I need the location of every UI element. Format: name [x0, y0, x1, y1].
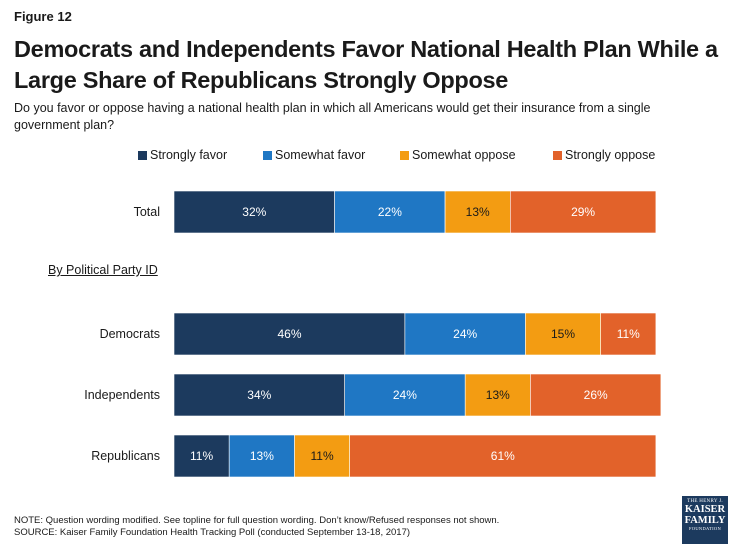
data-label: 32% — [242, 205, 266, 219]
category-label: Republicans — [91, 449, 160, 463]
bar-segment — [173, 190, 335, 234]
data-label: 13% — [466, 205, 490, 219]
data-label: 11% — [617, 327, 640, 341]
kff-logo: THE HENRY J. KAISER FAMILY FOUNDATION — [682, 496, 728, 544]
data-label: 13% — [486, 388, 510, 402]
category-label: Independents — [84, 388, 160, 402]
data-label: 15% — [551, 327, 575, 341]
legend-label: Somewhat oppose — [412, 148, 516, 162]
legend-item-somewhat-favor: Somewhat favor — [263, 148, 365, 162]
data-label: 34% — [247, 388, 271, 402]
bar-segment — [173, 434, 230, 478]
logo-line2b: FAMILY — [684, 515, 726, 526]
bar-segment — [404, 312, 526, 356]
legend-label: Strongly favor — [150, 148, 228, 162]
source-text: SOURCE: Kaiser Family Foundation Health … — [14, 527, 411, 538]
bar-segment — [228, 434, 295, 478]
logo-line2a: KAISER — [684, 504, 726, 515]
note-text: NOTE: Question wording modified. See top… — [14, 515, 500, 526]
data-label: 29% — [571, 205, 595, 219]
legend-label: Somewhat favor — [275, 148, 366, 162]
data-label: 11% — [190, 449, 213, 463]
chart-subtitle: Do you favor or oppose having a national… — [14, 101, 651, 132]
bar-segment — [173, 312, 406, 356]
data-label: 46% — [277, 327, 301, 341]
logo-line3: FOUNDATION — [689, 526, 721, 531]
data-label: 11% — [311, 449, 334, 463]
data-label: 26% — [584, 388, 608, 402]
legend-swatch — [263, 150, 272, 160]
legend-swatch — [138, 150, 147, 160]
legend-label: Strongly oppose — [565, 148, 656, 162]
bar-segment — [349, 434, 657, 478]
data-label: 13% — [250, 449, 274, 463]
bar-segment — [509, 190, 657, 234]
category-label: Total — [134, 205, 160, 219]
logo-line1: THE HENRY J. — [687, 499, 723, 504]
figure-label: Figure 12 — [14, 9, 72, 24]
bar-segment — [600, 312, 657, 356]
chart-title: Democrats and Independents Favor Nationa… — [14, 36, 718, 93]
section-label: By Political Party ID — [48, 263, 158, 277]
data-label: 24% — [453, 327, 477, 341]
bar-segment — [525, 312, 602, 356]
legend-swatch — [400, 150, 409, 160]
legend: Strongly favor Somewhat favor Somewhat o… — [0, 148, 735, 166]
data-label: 22% — [378, 205, 402, 219]
bar-segment — [173, 373, 345, 417]
bar-segment — [464, 373, 531, 417]
legend-item-strongly-oppose: Strongly oppose — [553, 148, 655, 162]
bar-segment — [334, 190, 446, 234]
legend-swatch — [553, 150, 562, 160]
bar-segment — [294, 434, 351, 478]
legend-item-strongly-favor: Strongly favor — [138, 148, 227, 162]
data-label: 24% — [393, 388, 417, 402]
legend-item-somewhat-oppose: Somewhat oppose — [400, 148, 516, 162]
category-label: Democrats — [100, 327, 160, 341]
data-label: 61% — [491, 449, 515, 463]
bar-segment — [530, 373, 662, 417]
bar-segment — [344, 373, 466, 417]
bar-segment — [444, 190, 511, 234]
